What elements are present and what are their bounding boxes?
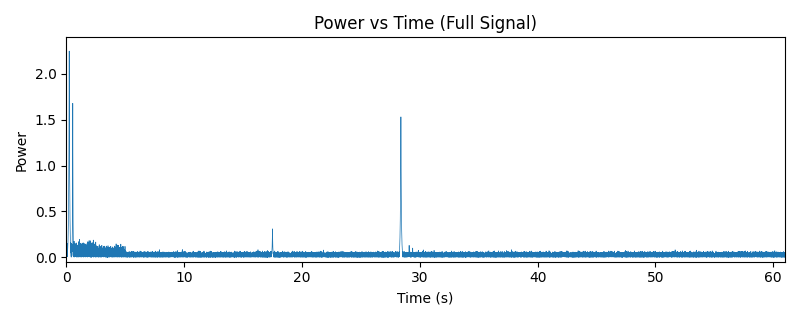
Title: Power vs Time (Full Signal): Power vs Time (Full Signal) [314, 15, 537, 33]
X-axis label: Time (s): Time (s) [398, 291, 454, 305]
Y-axis label: Power: Power [15, 129, 29, 171]
